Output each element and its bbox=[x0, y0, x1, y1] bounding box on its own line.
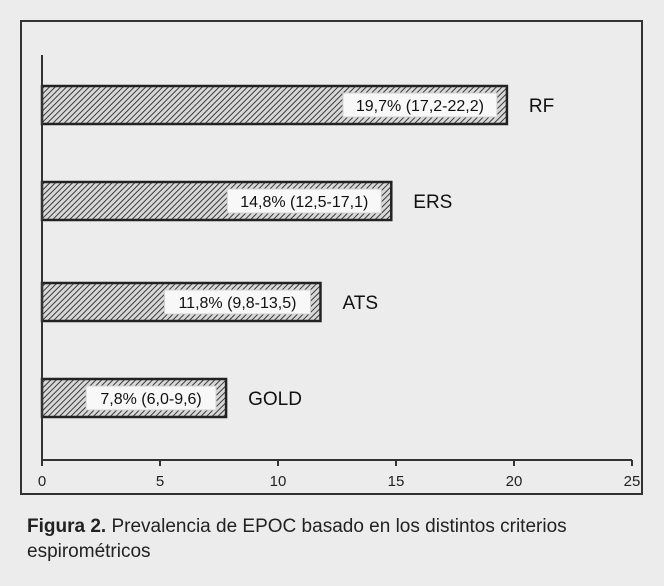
caption-label: Figura 2. bbox=[27, 516, 107, 537]
caption-text: Prevalencia de EPOC basado en los distin… bbox=[27, 516, 567, 562]
x-tick-label: 5 bbox=[156, 473, 164, 490]
data-label: 7,8% (6,0-9,6) bbox=[100, 391, 201, 408]
category-label: RF bbox=[529, 96, 554, 117]
category-label: GOLD bbox=[248, 389, 302, 410]
data-label-box bbox=[85, 385, 217, 411]
data-label-box bbox=[163, 289, 311, 315]
x-tick-label: 15 bbox=[388, 473, 405, 490]
data-label: 11,8% (9,8-13,5) bbox=[178, 295, 296, 312]
x-tick-label: 10 bbox=[270, 473, 287, 490]
data-label: 14,8% (12,5-17,1) bbox=[240, 194, 368, 211]
category-label: ATS bbox=[342, 293, 378, 314]
data-label-box bbox=[342, 92, 498, 118]
x-tick-label: 20 bbox=[506, 473, 523, 490]
data-label-box bbox=[226, 188, 382, 214]
category-label: ERS bbox=[413, 192, 452, 213]
figure-caption: Figura 2. Prevalencia de EPOC basado en … bbox=[27, 514, 627, 564]
x-tick-label: 25 bbox=[624, 473, 641, 490]
data-label: 19,7% (17,2-22,2) bbox=[356, 98, 484, 115]
x-tick-label: 0 bbox=[38, 473, 46, 490]
